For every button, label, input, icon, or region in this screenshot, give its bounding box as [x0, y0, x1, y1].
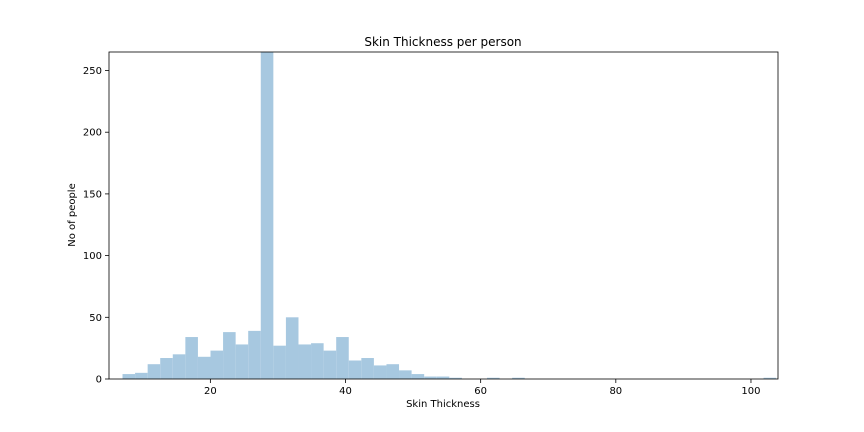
y-axis-label: No of people: [67, 183, 78, 247]
x-tick-label: 20: [204, 386, 217, 397]
x-axis-label: Skin Thickness: [406, 399, 480, 410]
histogram-bar: [260, 52, 274, 379]
histogram-bar: [763, 377, 777, 379]
histogram-bar: [512, 377, 525, 379]
y-tick-label: 150: [83, 189, 102, 200]
histogram-bar: [399, 370, 412, 379]
histogram-bar: [235, 344, 249, 379]
histogram-bar: [411, 374, 425, 379]
x-tick-label: 80: [609, 386, 622, 397]
chart-title: Skin Thickness per person: [364, 35, 521, 49]
histogram-bar: [210, 350, 224, 379]
histogram-bar: [172, 354, 186, 379]
histogram-bar: [373, 365, 387, 379]
histogram-bar: [135, 372, 148, 379]
y-tick-label: 200: [83, 128, 102, 139]
y-tick-label: 50: [89, 313, 102, 324]
histogram-bar: [436, 376, 450, 379]
y-tick-label: 0: [96, 375, 102, 386]
x-tick-label: 60: [474, 386, 487, 397]
y-axis-ticks: 0 50 100 150 200 250: [83, 66, 109, 386]
y-tick-label: 100: [83, 251, 102, 262]
histogram-bar: [185, 337, 198, 379]
histogram-bar: [311, 343, 324, 379]
histogram-bar: [348, 360, 362, 379]
x-axis-ticks: 20 40 60 80 100: [204, 379, 761, 397]
plot-frame: [108, 51, 779, 380]
histogram-bar: [361, 358, 374, 379]
histogram-bar: [248, 330, 261, 379]
histogram-bar: [285, 317, 299, 379]
histogram-bar: [487, 377, 500, 379]
x-tick-label: 40: [339, 386, 352, 397]
histogram-bar: [197, 356, 211, 379]
histogram-bar: [298, 344, 312, 379]
histogram-bar: [160, 358, 173, 379]
histogram-bar: [386, 364, 400, 379]
histogram-bar: [424, 376, 437, 379]
histogram-bar: [147, 364, 161, 379]
bars-group: [122, 52, 777, 379]
histogram-bar: [449, 377, 462, 379]
histogram-bar: [336, 337, 349, 379]
histogram-bar: [223, 332, 236, 379]
histogram-bar: [323, 350, 337, 379]
histogram-bar: [273, 345, 286, 379]
y-tick-label: 250: [83, 66, 102, 77]
x-tick-label: 100: [741, 386, 760, 397]
histogram-bar: [122, 374, 136, 379]
